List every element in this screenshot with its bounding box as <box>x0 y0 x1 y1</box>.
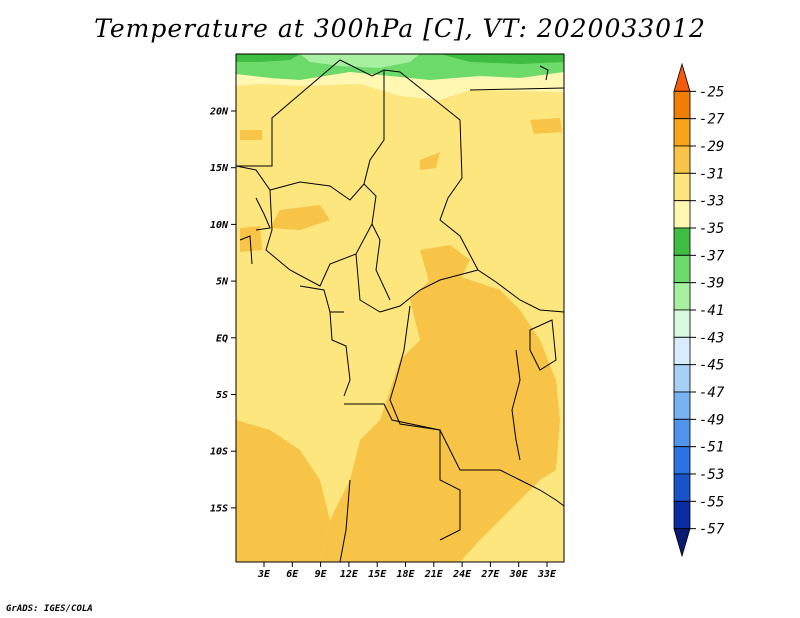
colorbar-swatch <box>673 200 691 229</box>
lon-tick-label: 27E <box>480 569 500 580</box>
lon-tick-label: 24E <box>452 569 472 580</box>
colorbar-swatch <box>673 172 691 202</box>
colorbar-swatch <box>673 254 691 284</box>
colorbar-label: -25 <box>699 84 724 100</box>
map-frame <box>235 53 565 563</box>
colorbar-label: -49 <box>699 412 724 428</box>
colorbar-swatch <box>673 90 691 120</box>
colorbar-label: -41 <box>699 303 724 319</box>
lon-tick-label: 6E <box>286 569 299 580</box>
colorbar-swatch <box>673 62 691 92</box>
colorbar-label: -55 <box>699 494 724 510</box>
colorbar-swatch <box>673 391 691 420</box>
colorbar-label: -43 <box>699 330 724 346</box>
colorbar-swatch <box>673 446 691 475</box>
lon-tick-label: 9E <box>315 569 328 580</box>
colorbar-swatch <box>673 528 691 558</box>
lon-tick-label: 3E <box>257 569 271 580</box>
colorbar: -25 -27 -29 -31 -33 -35 -37 -39 -41 -43 -45 -47 -49 -… <box>673 62 725 558</box>
colorbar-swatch <box>673 145 691 174</box>
colorbar-label: -27 <box>699 112 725 128</box>
lat-tick-label: 10S <box>210 447 228 458</box>
lat-tick-label: 10N <box>210 220 229 231</box>
lon-tick-label: 18E <box>396 569 415 580</box>
colorbar-label: -33 <box>699 194 724 210</box>
colorbar-swatch <box>673 364 691 393</box>
map-title: Temperature at 300hPa [C], VT: 202003301… <box>94 14 706 43</box>
colorbar-swatch <box>673 309 691 338</box>
colorbar-label: -29 <box>699 139 724 155</box>
colorbar-label: -51 <box>699 440 724 456</box>
lon-tick-label: 33E <box>537 569 557 580</box>
temperature-field <box>236 54 564 562</box>
lat-tick-label: 5S <box>216 390 228 401</box>
lon-tick-label: 21E <box>424 569 444 580</box>
colorbar-swatch <box>673 336 691 366</box>
colorbar-label: -35 <box>699 221 724 237</box>
lat-tick-label: 20N <box>209 107 229 118</box>
lon-tick-label: 15E <box>368 569 387 580</box>
colorbar-swatch <box>673 473 691 502</box>
colorbar-label: -37 <box>699 248 725 264</box>
colorbar-label: -31 <box>699 166 724 182</box>
colorbar-label: -57 <box>699 522 725 538</box>
colorbar-swatch <box>673 118 691 147</box>
lon-tick-label: 30E <box>509 569 529 580</box>
longitude-axis: 3E 6E 9E 12E 15E 18E 21E 24E 27E 30E 33E <box>257 562 557 580</box>
lat-tick-label: EQ <box>216 333 228 344</box>
colorbar-label: -47 <box>699 385 725 401</box>
colorbar-swatch <box>673 418 691 448</box>
colorbar-swatch <box>673 500 691 530</box>
lon-tick-label: 12E <box>340 569 359 580</box>
latitude-axis: 20N 15N 10N 5N EQ 5S 10S 15S <box>209 107 236 514</box>
colorbar-swatch <box>673 227 691 256</box>
lat-tick-label: 15S <box>210 503 228 514</box>
country-borders <box>236 59 564 562</box>
lat-tick-label: 5N <box>216 277 229 288</box>
lat-tick-label: 15N <box>210 163 229 174</box>
colorbar-label: -39 <box>699 276 724 292</box>
colorbar-swatch <box>673 282 691 311</box>
colorbar-label: -53 <box>699 467 724 483</box>
colorbar-label: -45 <box>699 358 724 374</box>
grads-credit: GrADS: IGES/COLA <box>6 604 93 614</box>
